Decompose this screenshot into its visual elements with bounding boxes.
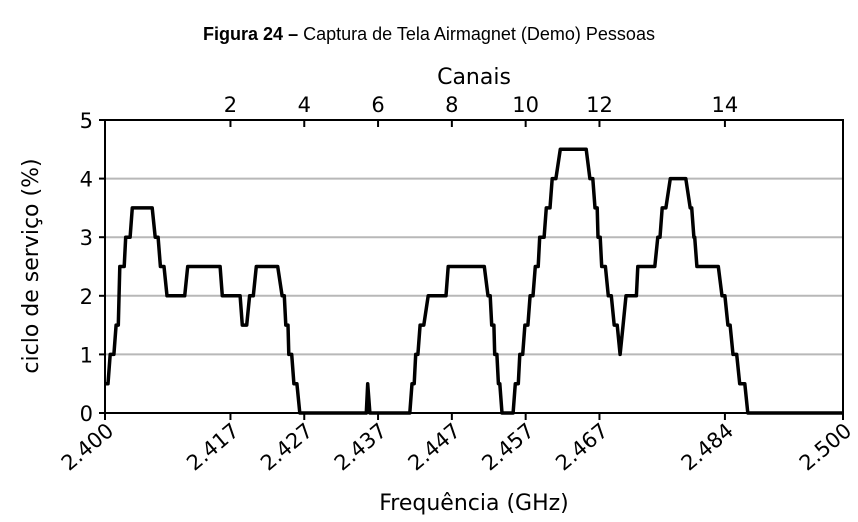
plot-frame: [104, 119, 844, 414]
x-tick-label: 2.417: [182, 418, 243, 475]
x-tick-label: 2.437: [330, 418, 391, 475]
x2-tick-label: 6: [371, 93, 384, 117]
x2-tick-label: 14: [712, 93, 739, 117]
x2-tick-label: 8: [445, 93, 458, 117]
data-line: [105, 147, 843, 415]
x-tick-label: 2.484: [677, 418, 738, 475]
y-tick-label: 1: [80, 343, 93, 367]
y-tick-label: 0: [80, 402, 93, 426]
x2-tick-label: 2: [224, 93, 237, 117]
x-tick-label: 2.427: [256, 418, 317, 475]
caption-label: Figura 24 –: [203, 24, 298, 44]
x2-axis-label: Canais: [437, 65, 511, 90]
x-tick-label: 2.467: [551, 418, 612, 475]
y-tick-label: 5: [80, 109, 93, 133]
x2-tick-label: 12: [586, 93, 613, 117]
y-axis-label: ciclo de serviço (%): [19, 158, 44, 373]
y-tick-label: 3: [80, 226, 93, 250]
x2-tick-label: 4: [298, 93, 311, 117]
x-tick-label: 2.500: [795, 418, 856, 475]
x-tick-label: 2.457: [477, 418, 538, 475]
x2-tick-label: 10: [512, 93, 539, 117]
caption-text: Captura de Tela Airmagnet (Demo) Pessoas: [303, 24, 655, 44]
x-tick-label: 2.400: [57, 418, 118, 475]
caption: Figura 24 – Captura de Tela Airmagnet (D…: [203, 24, 655, 44]
x-axis-label: Frequência (GHz): [379, 491, 569, 516]
y-tick-label: 2: [80, 285, 93, 309]
y-tick-label: 4: [80, 168, 93, 192]
x-tick-label: 2.447: [404, 418, 465, 475]
